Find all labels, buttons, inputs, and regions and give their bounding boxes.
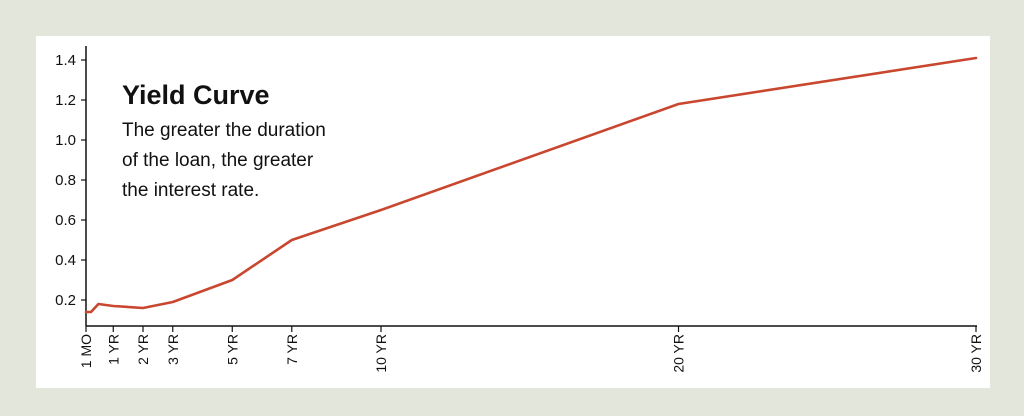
x-tick-label: 20 YR (671, 334, 687, 373)
chart-panel: 0.2 0.4 0.6 0.8 1.0 1.2 1.4 1 MO 1 YR 2 YR 3 YR 5 Y… (36, 36, 990, 388)
y-tick-label: 1.0 (55, 132, 76, 149)
chart-title: Yield Curve (122, 80, 270, 110)
y-tick-label: 0.2 (55, 292, 76, 309)
chart-subtitle-line-2: of the loan, the greater (122, 150, 314, 171)
x-tick-label: 3 YR (165, 334, 181, 365)
x-tick-label: 5 YR (224, 334, 240, 365)
y-tick-label: 0.8 (55, 172, 76, 189)
chart-subtitle-line-1: The greater the duration (122, 120, 326, 141)
x-tick-label: 10 YR (373, 334, 389, 373)
y-tick-label: 0.6 (55, 212, 76, 229)
x-tick-label: 7 YR (284, 334, 300, 365)
x-tick-label: 1 YR (105, 334, 121, 365)
yield-curve-chart: 0.2 0.4 0.6 0.8 1.0 1.2 1.4 1 MO 1 YR 2 YR 3 YR 5 Y… (55, 46, 984, 373)
x-tick-label: 30 YR (968, 334, 984, 373)
x-tick-label: 1 MO (78, 334, 94, 368)
x-tick-label: 2 YR (135, 334, 151, 365)
y-tick-label: 1.4 (55, 52, 76, 69)
y-tick-label: 0.4 (55, 252, 76, 269)
chart-subtitle-line-3: the interest rate. (122, 180, 259, 201)
y-tick-label: 1.2 (55, 92, 76, 109)
